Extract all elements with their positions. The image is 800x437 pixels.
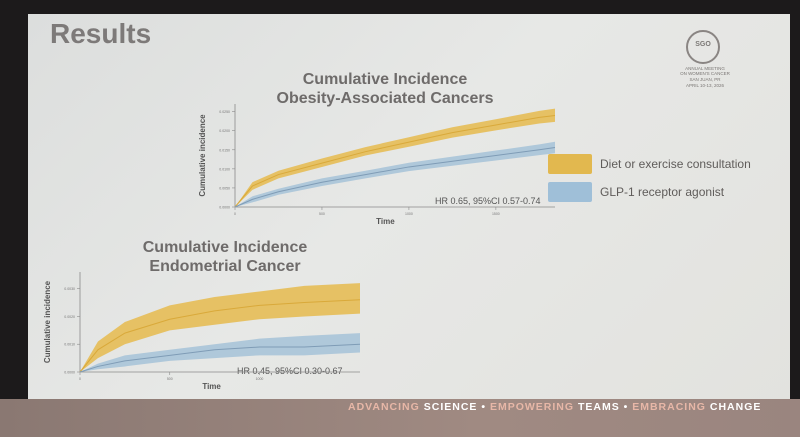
chart2-x-tick-label: 0 [79,377,81,381]
legend-label-diet: Diet or exercise consultation [600,157,751,171]
chart2-title-line1: Cumulative Incidence [142,239,308,256]
chart1-hr-annotation: HR 0.65, 95%CI 0.57-0.74 [435,196,541,206]
chart2-x-label: Time [202,382,221,391]
chart1-x-tick-label: 1000 [405,212,413,216]
footer-word: EMBRACING [632,401,710,413]
chart1-line-diet [234,114,556,208]
chart1-y-tick-label: 0.0150 [219,148,230,152]
chart2-line-glp1 [79,343,361,373]
chart1-title: Cumulative Incidence Obesity-Associated … [255,70,515,108]
chart1-line-glp1 [234,146,556,208]
chart1-x-tick-label: 500 [319,212,325,216]
chart1-y-tick-label: 0.0200 [219,129,230,133]
legend-label-glp1: GLP-1 receptor agonist [600,185,725,199]
chart2-y-tick-label: 0.0020 [64,315,75,319]
footer-tagline: ADVANCING SCIENCE • EMPOWERING TEAMS • E… [348,401,761,413]
chart2-hr-annotation: HR 0.45, 95%CI 0.30-0.67 [237,366,343,376]
chart2-y-tick-label: 0.0030 [64,287,75,291]
legend-item-glp1: GLP-1 receptor agonist [548,182,724,202]
sgo-logo: SGO ANNUAL MEETING ON WOMEN'S CANCER SAN… [660,26,750,106]
logo-ring-icon [686,30,720,64]
chart1-x-tick-label: 0 [234,212,236,216]
chart2-y-label: Cumulative incidence [43,280,52,363]
chart1-y-tick-label: 0.0250 [219,110,230,114]
chart2-y-tick-label: 0.0000 [64,371,75,375]
logo-mark: SGO [695,41,711,48]
chart1-x-tick-label: 1500 [492,212,500,216]
chart1-y-tick-label: 0.0100 [219,167,230,171]
footer-word: • [477,401,490,413]
slide [28,14,790,437]
footer-word: • [619,401,633,413]
footer-word: EMPOWERING [489,401,578,413]
slide-footer [0,399,800,437]
chart2-x-tick-label: 500 [167,377,173,381]
chart1-y-label: Cumulative incidence [198,114,207,197]
legend-item-diet: Diet or exercise consultation [548,154,751,174]
slide-title: Results [50,18,152,49]
logo-line: ANNUAL MEETING [685,66,725,71]
chart1: 0.0000 0.0050 0.0100 0.0150 0.0200 0.0250 0 500… [198,104,556,226]
footer-word: SCIENCE [423,401,478,413]
chart1-x-label: Time [376,217,395,226]
chart2-line-diet [79,299,361,373]
chart1-y-tick-label: 0.0000 [219,206,230,210]
chart1-y-tick-label: 0.0050 [219,186,230,190]
chart2-x-tick-label: 1000 [256,377,264,381]
logo-line: ON WOMEN'S CANCER [680,71,730,76]
chart1-title-line2: Obesity-Associated Cancers [276,90,494,107]
legend-swatch-diet [548,154,592,174]
legend-swatch-glp1 [548,182,592,202]
footer-word: ADVANCING [348,401,424,413]
chart2-y-tick-label: 0.0010 [64,343,75,347]
logo-line: SAN JUAN, PR [689,77,721,82]
footer-word: TEAMS [577,401,620,413]
chart1-title-line1: Cumulative Incidence [302,71,468,88]
footer-word: CHANGE [709,401,762,413]
chart2-title-line2: Endometrial Cancer [149,258,301,275]
chart2-title: Cumulative Incidence Endometrial Cancer [95,238,355,276]
chart2-ci-band-glp1 [80,333,360,372]
chart1-ci-band-diet [235,108,555,207]
chart2-ci-band-diet [80,283,360,372]
logo-line: APRIL 10-13, 2026 [685,83,725,88]
chart2: 0.0000 0.0010 0.0020 0.0030 0 500 1000 Time Cumu… [43,272,361,391]
